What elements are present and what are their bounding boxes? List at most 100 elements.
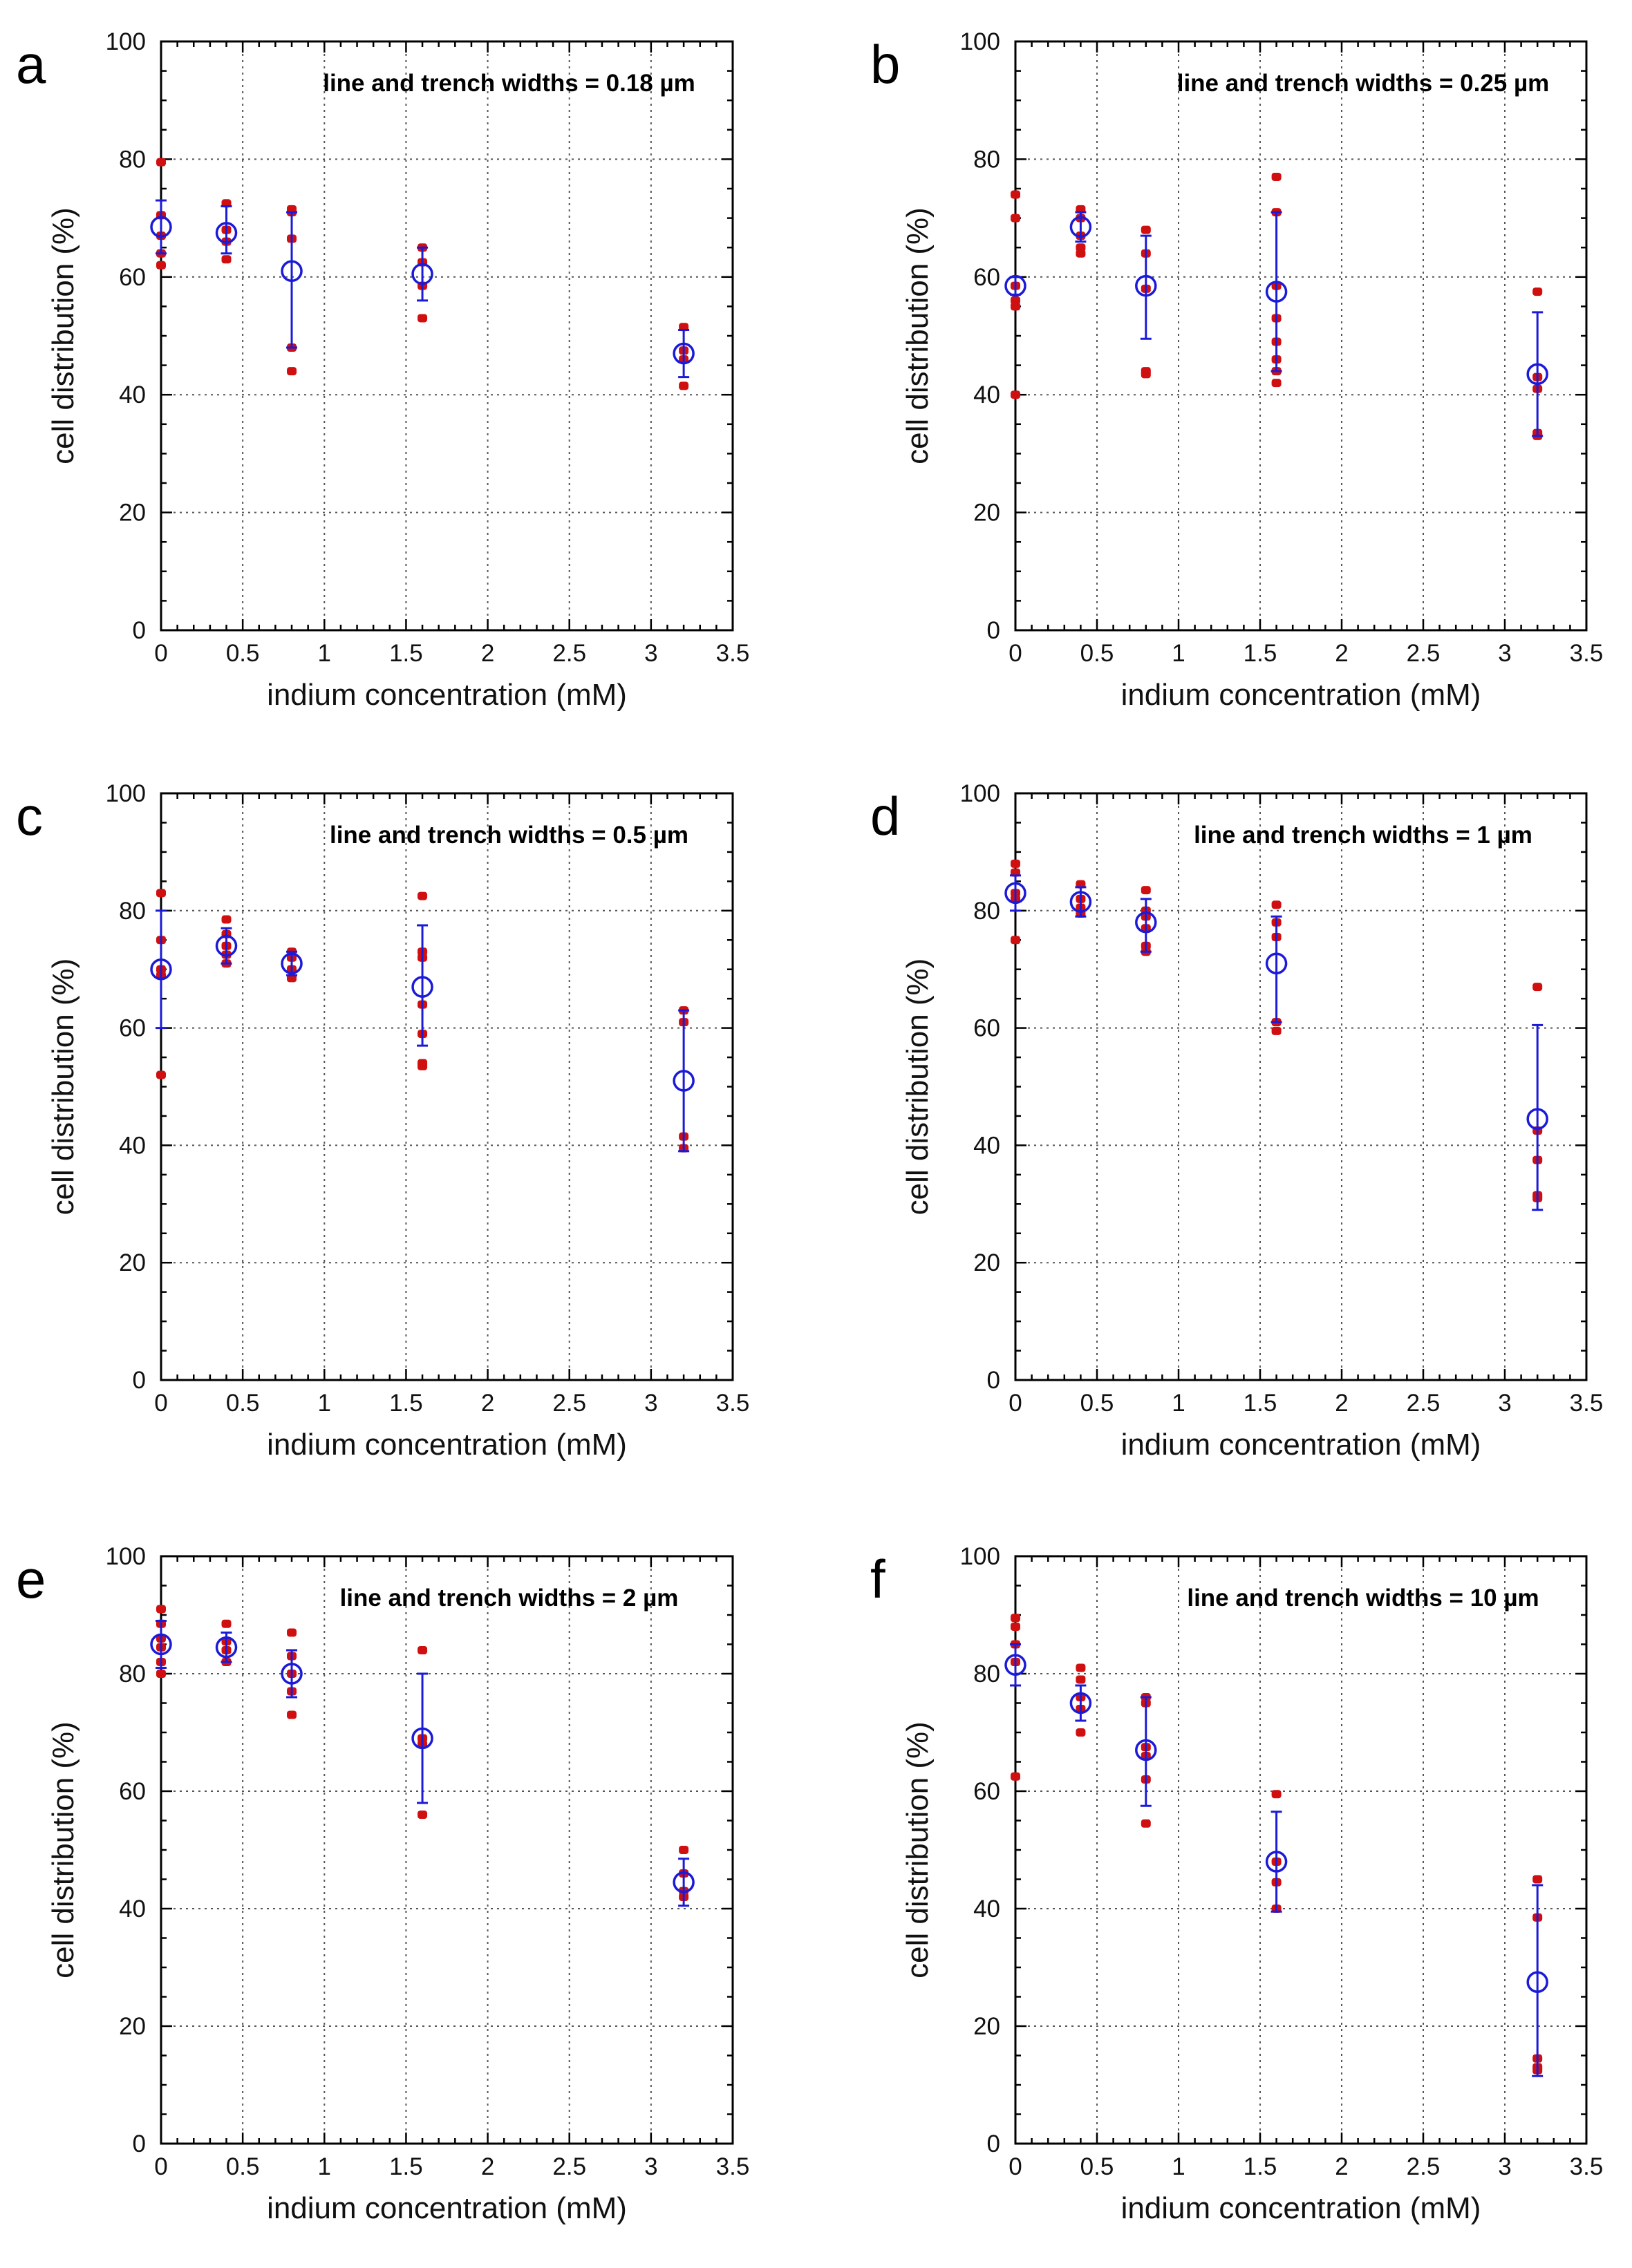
x-tick-label: 2.5 — [552, 2153, 586, 2180]
y-tick-label: 0 — [133, 617, 146, 644]
x-tick-label: 1 — [318, 2153, 331, 2180]
mean-marker — [150, 958, 172, 981]
width-annotation: line and trench widths = 0.5 µm — [330, 822, 688, 849]
width-annotation: line and trench widths = 2 µm — [340, 1585, 679, 1612]
x-axis-title: indium concentration (mM) — [267, 2191, 627, 2225]
raw-data-point — [1271, 172, 1282, 181]
y-tick-label: 80 — [119, 898, 146, 925]
mean-marker — [150, 1633, 172, 1656]
y-tick-label: 60 — [973, 1778, 1000, 1805]
mean-marker — [1069, 1692, 1092, 1714]
raw-data-point — [156, 1605, 166, 1614]
x-tick-label: 3.5 — [1570, 640, 1604, 667]
mean-marker — [1135, 911, 1157, 934]
x-tick-label: 2 — [481, 640, 494, 667]
raw-data-point — [1011, 1623, 1020, 1631]
x-tick-label: 1 — [318, 1390, 331, 1417]
raw-data-point — [418, 1811, 428, 1819]
y-tick-label: 100 — [106, 1543, 146, 1570]
panel-letter: f — [870, 1549, 885, 1609]
x-tick-label: 2.5 — [552, 1390, 586, 1417]
x-tick-label: 0 — [154, 2153, 167, 2180]
panel-b: b 0 0.5 1 1.5 2 2.5 3 3.5 0 20 40 60 80 100 indium conc… — [870, 28, 1603, 712]
panel-letter: b — [870, 34, 900, 95]
plot-frame — [160, 40, 734, 632]
x-tick-label: 0 — [154, 1390, 167, 1417]
x-axis-title: indium concentration (mM) — [267, 1428, 627, 1462]
raw-data-point — [1532, 287, 1543, 296]
panel-c: c 0 0.5 1 1.5 2 2.5 3 3.5 0 20 40 60 80 100 indium conc… — [16, 780, 749, 1462]
mean-marker — [1265, 952, 1288, 974]
raw-data-point — [679, 381, 689, 390]
x-tick-label: 3 — [644, 2153, 657, 2180]
x-tick-label: 0 — [1009, 1390, 1022, 1417]
x-axis-title: indium concentration (mM) — [267, 678, 627, 712]
raw-data-point — [1011, 1772, 1020, 1781]
x-tick-label: 2 — [1335, 640, 1348, 667]
mean-marker — [1135, 274, 1157, 297]
raw-data-point — [1271, 900, 1282, 909]
raw-data-point — [418, 314, 428, 323]
raw-data-point — [1011, 859, 1020, 868]
raw-data-point — [1076, 249, 1086, 258]
mean-marker — [411, 976, 433, 998]
x-tick-label: 3.5 — [716, 640, 750, 667]
x-tick-label: 2 — [1335, 1390, 1348, 1417]
panel-letter: a — [16, 34, 46, 95]
x-tick-label: 2 — [481, 1390, 494, 1417]
x-tick-label: 2.5 — [1407, 2153, 1441, 2180]
panel-a: a 0 0.5 1 1.5 2 2.5 3 3.5 0 20 40 60 80 100 indium conc… — [16, 28, 749, 712]
y-tick-label: 0 — [987, 617, 1000, 644]
width-annotation: line and trench widths = 10 µm — [1187, 1585, 1539, 1612]
x-tick-label: 1 — [1172, 640, 1185, 667]
x-tick-label: 1.5 — [389, 640, 423, 667]
raw-data-point — [1141, 225, 1151, 234]
raw-data-point — [156, 158, 166, 167]
raw-data-point — [679, 1846, 689, 1854]
x-tick-label: 0 — [154, 640, 167, 667]
x-tick-label: 3.5 — [1570, 2153, 1604, 2180]
raw-data-point — [1011, 302, 1020, 311]
x-axis-title: indium concentration (mM) — [1121, 678, 1481, 712]
mean-marker — [1265, 1851, 1288, 1873]
x-tick-label: 1 — [1172, 2153, 1185, 2180]
y-tick-label: 40 — [119, 381, 146, 408]
y-tick-label: 40 — [973, 381, 1000, 408]
mean-marker — [1265, 281, 1288, 303]
x-tick-label: 0.5 — [226, 2153, 260, 2180]
y-tick-label: 80 — [973, 1661, 1000, 1688]
raw-data-point — [156, 1070, 166, 1079]
mean-marker — [215, 222, 238, 244]
x-tick-label: 2.5 — [1407, 1390, 1441, 1417]
raw-data-point — [1141, 886, 1151, 895]
raw-data-point — [1141, 1819, 1151, 1828]
raw-data-point — [156, 1670, 166, 1678]
raw-data-point — [418, 1646, 428, 1654]
raw-data-point — [1076, 1728, 1086, 1737]
raw-data-point — [287, 1628, 297, 1637]
x-tick-label: 2 — [1335, 2153, 1348, 2180]
x-tick-label: 0 — [1009, 640, 1022, 667]
mean-marker — [215, 1636, 238, 1659]
mean-marker — [673, 342, 695, 365]
mean-marker — [1526, 363, 1548, 386]
y-tick-label: 20 — [119, 500, 146, 527]
raw-data-point — [1076, 1663, 1086, 1672]
mean-marker — [215, 934, 238, 957]
y-tick-label: 80 — [973, 898, 1000, 925]
raw-data-point — [1271, 1790, 1282, 1799]
mean-marker — [673, 1871, 695, 1893]
raw-data-point — [221, 255, 232, 264]
raw-data-point — [1271, 1026, 1282, 1035]
raw-data-point — [156, 261, 166, 270]
x-tick-label: 2 — [481, 2153, 494, 2180]
raw-data-point — [287, 1710, 297, 1719]
y-tick-label: 40 — [973, 1896, 1000, 1922]
mean-marker — [1135, 1739, 1157, 1761]
y-tick-label: 60 — [973, 1015, 1000, 1042]
mean-marker — [1526, 1108, 1548, 1130]
x-tick-label: 3.5 — [1570, 1390, 1604, 1417]
x-tick-label: 1.5 — [1244, 640, 1277, 667]
mean-marker — [1526, 1971, 1548, 1993]
plot-frame — [160, 792, 734, 1381]
